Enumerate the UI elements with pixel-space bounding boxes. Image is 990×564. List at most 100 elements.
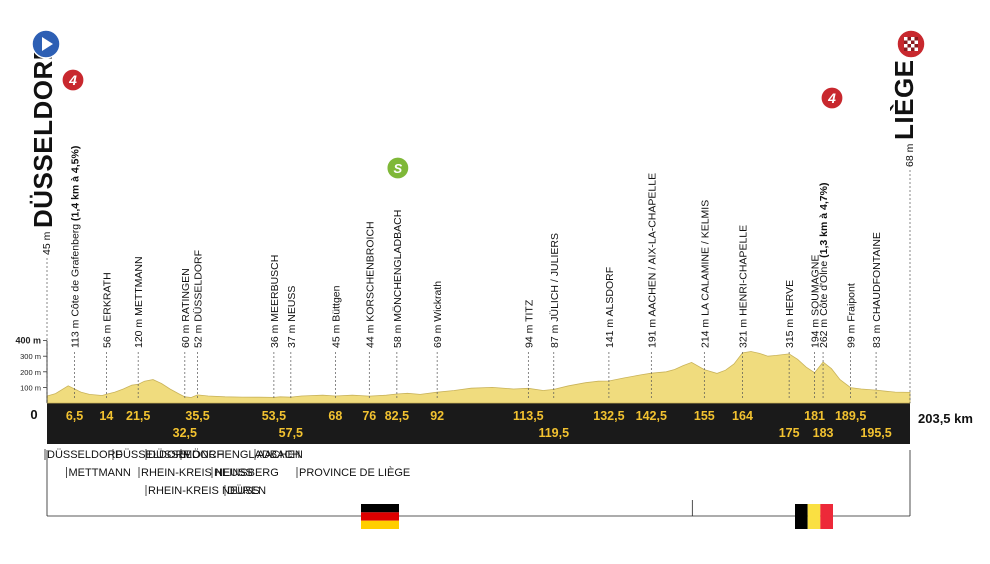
waypoint-label-text: 58 m MÖNCHENGLADBACH — [392, 210, 404, 348]
distance-marker: 181 — [804, 409, 825, 423]
waypoint-label-text: 321 m HENRI-CHAPELLE — [737, 225, 749, 348]
checkered-flag-cell — [911, 44, 915, 48]
waypoint-label-text: 37 m NEUSS — [286, 286, 298, 348]
checkered-flag-cell — [904, 37, 908, 41]
distance-marker: 189,5 — [835, 409, 866, 423]
waypoint-label-text: 194 m SOUMAGNE — [810, 255, 822, 348]
waypoint-label-text: 83 m CHAUDFONTAINE — [871, 232, 883, 348]
waypoint-label-text: 36 m MEERBUSCH — [269, 255, 281, 348]
climb-category-label: 4 — [827, 90, 836, 106]
waypoint-label-text: 69 m Wickrath — [432, 281, 444, 348]
checkered-flag-cell — [907, 47, 911, 51]
profile-layer — [46, 351, 911, 404]
waypoint-label-text: 45 m Büttgen — [330, 285, 342, 348]
flag-stripe — [795, 504, 808, 529]
waypoint-label-text: 99 m Fraipont — [846, 283, 858, 348]
distance-marker: 132,5 — [593, 409, 624, 423]
checkered-flag-cell — [911, 47, 915, 51]
waypoint-label: 83 m CHAUDFONTAINE — [871, 232, 883, 348]
distance-marker: 119,5 — [538, 426, 569, 440]
waypoint-label-climb: (1,4 km à 4,5%) — [70, 146, 82, 224]
waypoint-label-text: 262 m Côte d'Olne — [818, 261, 830, 348]
checkered-flag-cell — [914, 37, 918, 41]
distance-marker: 35,5 — [185, 409, 209, 423]
waypoint-label-text: 87 m JÜLICH / JULIERS — [549, 233, 561, 348]
checkered-flag-cell — [914, 47, 918, 51]
flag-stripe — [820, 504, 833, 529]
waypoint-label-text: 141 m ALSDORF — [604, 267, 616, 348]
start-altitude: 45 m — [41, 231, 53, 255]
region-label: PROVINCE DE LIÈGE — [299, 466, 410, 479]
distance-marker: 164 — [732, 409, 753, 423]
distance-marker: 68 — [328, 409, 342, 423]
distance-band — [47, 403, 910, 444]
climb-category-icon — [61, 68, 85, 92]
region-label: METTMANN — [69, 467, 131, 479]
checkered-flag-cell — [904, 47, 908, 51]
distance-marker: 175 — [779, 426, 800, 440]
distance-marker: 142,5 — [636, 409, 667, 423]
region-label: HEINSBERG — [214, 467, 279, 479]
distance-marker: 32,5 — [173, 426, 197, 440]
play-icon — [42, 37, 53, 51]
waypoint-label: 58 m MÖNCHENGLADBACH — [392, 210, 404, 348]
waypoint-label: 37 m NEUSS — [286, 286, 298, 348]
total-distance-label: 203,5 km — [918, 411, 973, 426]
waypoint-label: 214 m LA CALAMINE / KELMIS — [699, 200, 711, 348]
waypoint-label-text: 191 m AACHEN / AIX-LA-CHAPELLE — [646, 173, 658, 348]
flag-germany-icon — [361, 504, 399, 529]
waypoint-label-text: 120 m METTMANN — [133, 256, 145, 348]
checkered-flag-cell — [904, 44, 908, 48]
waypoint-label-climb: (1,3 km à 4,7%) — [818, 183, 830, 261]
distance-marker: 92 — [430, 409, 444, 423]
distance-marker: 76 — [362, 409, 376, 423]
flag-belgium-icon — [795, 504, 833, 529]
distance-marker: 183 — [813, 426, 834, 440]
waypoint-label: 191 m AACHEN / AIX-LA-CHAPELLE — [646, 173, 658, 348]
waypoint-label: 321 m HENRI-CHAPELLE — [737, 225, 749, 348]
flag-stripe — [361, 520, 399, 529]
waypoint-label-text: 94 m TITZ — [523, 299, 535, 348]
region-label: DÜSSELDORF — [115, 449, 190, 461]
region-label: DÜSSELDORF — [148, 449, 223, 461]
y-tick-label: 200 m — [20, 368, 41, 377]
checkered-flag-cell — [911, 37, 915, 41]
y-tick-label: 400 m — [15, 336, 41, 346]
waypoint-label: 141 m ALSDORF — [604, 267, 616, 348]
icon-layer: 4 4 S — [31, 29, 926, 180]
waypoint-label: 262 m Côte d'Olne (1,3 km à 4,7%) — [818, 183, 830, 348]
waypoint-layer: 113 m Côte de Grafenberg (1,4 km à 4,5%)… — [70, 146, 883, 398]
region-layer: DÜSSELDORF METTMANN DÜSSELDORF RHEIN-KREIS … — [44, 449, 911, 529]
checkered-flag-cell — [914, 44, 918, 48]
climb-category-label: 4 — [68, 72, 77, 88]
waypoint-label: 113 m Côte de Grafenberg (1,4 km à 4,5%) — [70, 146, 82, 348]
region-label: AACHEN — [257, 449, 303, 461]
start-name: DÜSSELDORF — [28, 44, 58, 228]
distance-marker: 155 — [694, 409, 715, 423]
waypoint-label: 99 m Fraipont — [846, 283, 858, 348]
finish-name: LIÈGE — [889, 59, 919, 140]
waypoint-label: 87 m JÜLICH / JULIERS — [549, 233, 561, 348]
waypoint-label: 45 m Büttgen — [330, 285, 342, 348]
waypoint-label: 94 m TITZ — [523, 299, 535, 348]
waypoint-label-text: 214 m LA CALAMINE / KELMIS — [699, 200, 711, 348]
region-label: RHEIN-KREIS NEUSS — [148, 485, 260, 497]
distance-marker: 195,5 — [860, 426, 891, 440]
distance-marker: 57,5 — [279, 426, 303, 440]
checkered-flag-cell — [907, 40, 911, 44]
waypoint-label-text: 113 m Côte de Grafenberg — [70, 224, 82, 348]
waypoint-label: 120 m METTMANN — [133, 256, 145, 348]
checkered-flag-cell — [904, 40, 908, 44]
waypoint-label: 194 m SOUMAGNE — [810, 255, 822, 348]
distance-zero-label: 0 — [30, 407, 37, 422]
waypoint-label: 315 m HERVE — [784, 280, 796, 348]
y-tick-label: 100 m — [20, 383, 41, 392]
waypoint-label-text: 44 m KORSCHENBROICH — [364, 221, 376, 348]
flag-stripe — [361, 504, 399, 513]
checkered-flag-cell — [914, 40, 918, 44]
distance-marker: 53,5 — [262, 409, 286, 423]
distance-band-layer: 6,5 14 21,5 32,5 35,5 53,5 57,5 68 76 82,5 92 113,5… — [47, 403, 973, 444]
region-label: MÖNCHENGLADBACH — [183, 449, 300, 461]
checkered-flag-cell — [911, 40, 915, 44]
